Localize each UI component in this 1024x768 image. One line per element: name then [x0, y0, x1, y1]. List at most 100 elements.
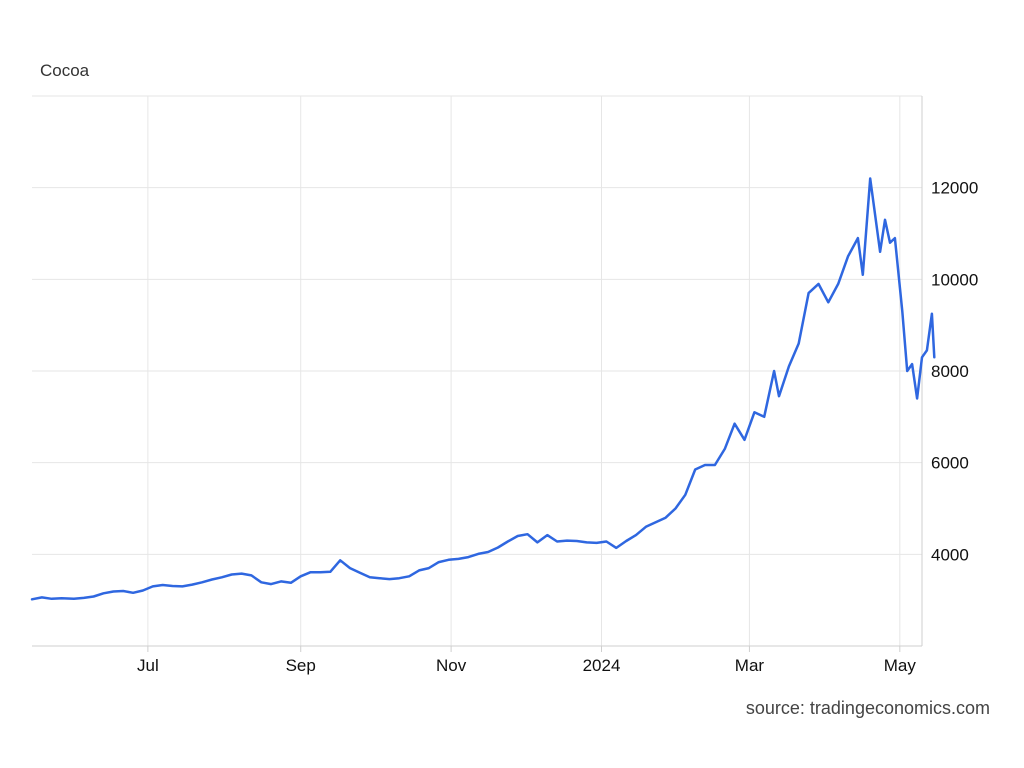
data-point — [635, 534, 637, 536]
data-point — [389, 578, 391, 580]
data-point — [507, 541, 509, 543]
data-point — [477, 553, 479, 555]
data-point — [685, 494, 687, 496]
y-tick-label: 10000 — [931, 270, 978, 289]
data-point — [527, 533, 529, 535]
data-point — [428, 567, 430, 569]
x-tick-label: 2024 — [583, 656, 621, 675]
data-point — [847, 256, 849, 258]
data-point — [468, 556, 470, 558]
data-point — [320, 571, 322, 573]
data-point — [808, 292, 810, 294]
x-tick-label: Sep — [286, 656, 316, 675]
data-point — [31, 599, 33, 601]
data-point — [310, 571, 312, 573]
x-tick-label: Mar — [735, 656, 765, 675]
data-point — [556, 541, 558, 543]
data-point — [408, 576, 410, 578]
x-tick-label: May — [884, 656, 917, 675]
x-tick-label: Nov — [436, 656, 467, 675]
data-point — [798, 343, 800, 345]
data-point — [221, 577, 223, 579]
data-point — [162, 584, 164, 586]
data-point — [339, 560, 341, 562]
data-point — [547, 534, 549, 536]
data-point — [103, 593, 105, 595]
data-point — [211, 579, 213, 581]
data-point — [665, 517, 667, 519]
data-point — [330, 571, 332, 573]
data-point — [724, 448, 726, 450]
data-point — [625, 540, 627, 542]
data-point — [586, 542, 588, 544]
data-point — [241, 573, 243, 575]
data-point — [438, 561, 440, 563]
data-point — [73, 598, 75, 600]
data-point — [884, 219, 886, 221]
data-point — [606, 541, 608, 543]
data-point — [142, 590, 144, 592]
data-point — [778, 395, 780, 397]
data-point — [879, 251, 881, 253]
y-tick-label: 4000 — [931, 545, 969, 564]
data-point — [379, 577, 381, 579]
data-point — [645, 526, 647, 528]
data-point — [714, 464, 716, 466]
data-point — [349, 567, 351, 569]
data-point — [172, 585, 174, 587]
data-point — [869, 178, 871, 180]
data-point — [201, 582, 203, 584]
data-point — [182, 586, 184, 588]
data-point — [744, 439, 746, 441]
series-line — [30, 177, 936, 601]
data-point — [911, 363, 913, 365]
data-point — [576, 540, 578, 542]
data-point — [359, 572, 361, 574]
data-point — [537, 542, 539, 544]
data-point — [857, 237, 859, 239]
data-point — [902, 311, 904, 313]
data-point — [788, 366, 790, 368]
data-point — [916, 398, 918, 400]
data-point — [763, 416, 765, 418]
data-point — [270, 583, 272, 585]
data-point — [694, 469, 696, 471]
data-point — [487, 551, 489, 553]
data-point — [458, 558, 460, 560]
data-point — [113, 591, 115, 593]
data-point — [517, 535, 519, 537]
data-point — [51, 598, 53, 600]
data-point — [734, 423, 736, 425]
data-point — [83, 597, 85, 599]
data-point — [818, 283, 820, 285]
data-point — [231, 574, 233, 576]
data-point — [773, 370, 775, 372]
data-point — [261, 582, 263, 584]
y-tick-label: 8000 — [931, 362, 969, 381]
data-point — [704, 464, 706, 466]
data-point — [889, 242, 891, 244]
data-point — [675, 508, 677, 510]
chart-title: Cocoa — [40, 61, 90, 80]
data-point — [566, 540, 568, 542]
data-point — [934, 357, 936, 359]
data-point — [122, 590, 124, 592]
data-point — [655, 522, 657, 524]
tick-label-layer: 4000 6000 8000 10000 12000 Jul Sep Nov 2024 Mar Ma… — [137, 179, 978, 675]
data-point — [251, 575, 253, 577]
data-point — [596, 542, 598, 544]
data-point — [862, 274, 864, 276]
data-point — [754, 412, 756, 414]
data-point — [894, 237, 896, 239]
axis-layer — [32, 96, 923, 652]
x-tick-label: Jul — [137, 656, 159, 675]
data-point — [921, 357, 923, 359]
data-point — [191, 584, 193, 586]
y-tick-label: 6000 — [931, 454, 969, 473]
data-point — [290, 582, 292, 584]
data-point — [61, 598, 63, 600]
data-point — [132, 592, 134, 594]
data-point — [906, 370, 908, 372]
data-point — [837, 283, 839, 285]
